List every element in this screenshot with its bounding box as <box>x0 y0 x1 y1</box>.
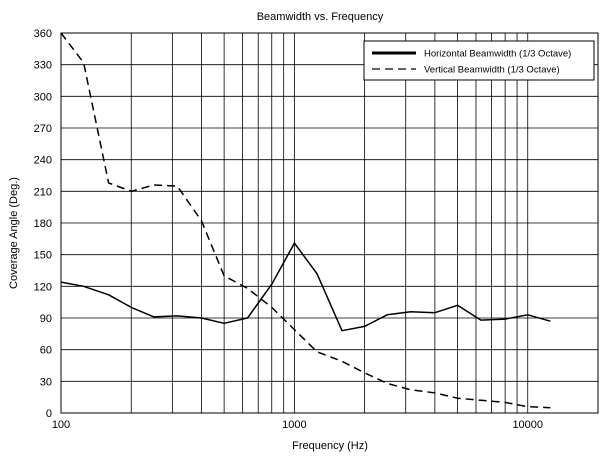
series-layer <box>60 32 551 409</box>
y-tick-labels: 0 30 60 90 120 150 180 210 240 270 300 330 360 <box>34 28 52 420</box>
legend-label: Horizontal Beamwidth (1/3 Octave) <box>424 49 571 60</box>
y-tick-label: 0 <box>46 408 52 420</box>
y-tick-label: 240 <box>34 155 52 167</box>
x-tick-label: 1000 <box>282 419 306 431</box>
y-tick-label: 270 <box>34 123 52 135</box>
y-tick-label: 360 <box>34 28 52 40</box>
x-tick-label: 10000 <box>512 419 543 431</box>
y-tick-label: 180 <box>34 218 52 230</box>
chart-title: Beamwidth vs. Frequency <box>257 11 384 23</box>
grid <box>61 32 598 414</box>
y-tick-label: 120 <box>34 281 52 293</box>
y-tick-label: 210 <box>34 186 52 198</box>
y-tick-label: 30 <box>40 376 52 388</box>
vertical-beamwidth-line <box>60 32 551 409</box>
y-tick-label: 90 <box>40 313 52 325</box>
x-tick-labels: 100 1000 10000 <box>52 419 543 431</box>
plot-frame <box>60 32 599 414</box>
y-tick-label: 60 <box>40 345 52 357</box>
x-axis-title: Frequency (Hz) <box>292 440 368 452</box>
y-axis-title: Coverage Angle (Deg.) <box>8 177 20 289</box>
horizontal-beamwidth-line <box>60 242 551 332</box>
legend-box <box>363 40 595 81</box>
legend-label: Vertical Beamwidth (1/3 Octave) <box>424 65 560 76</box>
x-tick-label: 100 <box>52 419 70 431</box>
y-tick-label: 330 <box>34 60 52 72</box>
y-tick-label: 300 <box>34 91 52 103</box>
legend: Horizontal Beamwidth (1/3 Octave) Vertica… <box>363 40 595 81</box>
y-tick-label: 150 <box>34 250 52 262</box>
